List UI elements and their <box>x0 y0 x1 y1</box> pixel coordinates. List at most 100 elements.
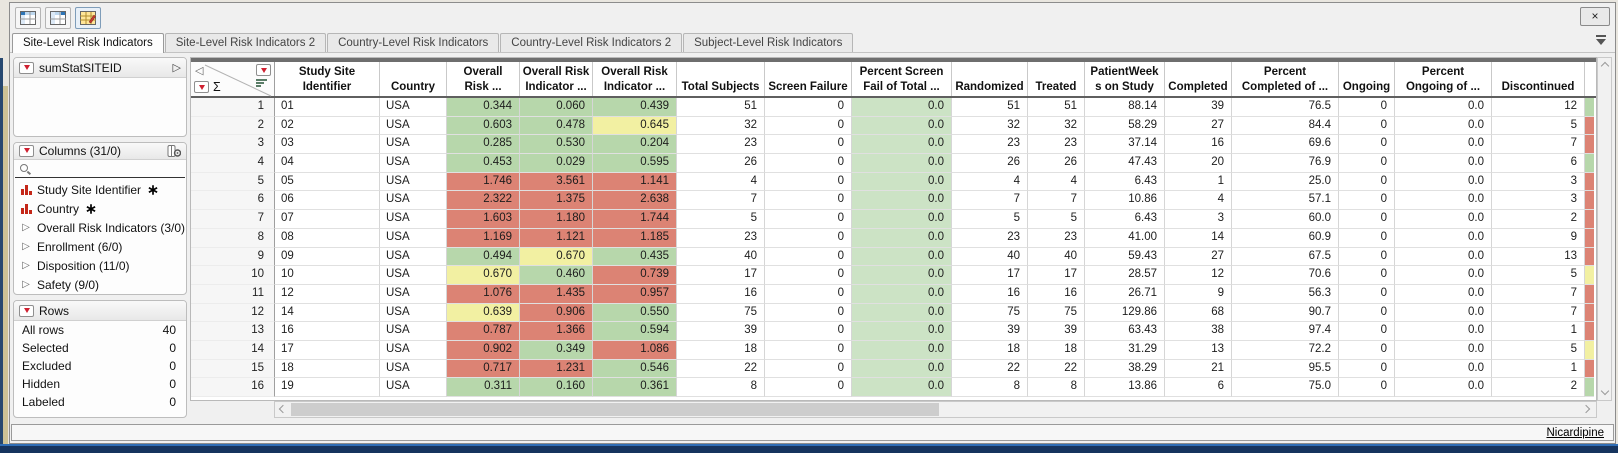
table-cell[interactable]: USA <box>380 172 447 192</box>
table-cell[interactable]: 1.231 <box>520 359 593 379</box>
row-number-cell[interactable]: 11 <box>191 284 275 304</box>
table-cell[interactable]: 0.494 <box>447 247 520 267</box>
table-cell[interactable]: 17 <box>1028 266 1085 285</box>
table-cell[interactable]: 0 <box>1339 359 1395 379</box>
table-cell[interactable]: 0 <box>1339 191 1395 211</box>
table-cell[interactable]: 0 <box>765 359 852 379</box>
table-cell[interactable]: USA <box>380 322 447 341</box>
row-number-cell[interactable]: 14 <box>191 340 275 360</box>
table-cell[interactable]: 76.5 <box>1232 98 1339 117</box>
table-cell[interactable]: 4 <box>1028 172 1085 192</box>
horizontal-scroll-thumb[interactable] <box>291 403 939 416</box>
table-cell[interactable]: 0.0 <box>1395 359 1492 379</box>
table-cell[interactable]: 5 <box>1492 340 1585 360</box>
table-cell[interactable]: USA <box>380 116 447 136</box>
table-cell[interactable]: 13.86 <box>1085 378 1165 397</box>
table-cell[interactable]: 1.086 <box>593 340 677 360</box>
table-cell[interactable]: 0.435 <box>593 247 677 267</box>
row-number-cell[interactable]: 1 <box>191 98 275 117</box>
table-cell[interactable]: 6.43 <box>1085 210 1165 229</box>
table-cell[interactable]: 75 <box>1028 303 1085 323</box>
table-cell[interactable]: 0.0 <box>1395 322 1492 341</box>
table-cell[interactable]: 0.0 <box>1395 154 1492 173</box>
table-cell[interactable]: USA <box>380 210 447 229</box>
table-cell[interactable]: 6 <box>1165 378 1232 397</box>
table-cell[interactable]: 12 <box>1492 98 1585 117</box>
table-cell[interactable]: 0.0 <box>852 172 952 192</box>
table-cell[interactable]: 3.561 <box>520 172 593 192</box>
table-cell[interactable]: 5 <box>1492 266 1585 285</box>
table-cell[interactable]: 76.9 <box>1232 154 1339 173</box>
row-number-cell[interactable]: 5 <box>191 172 275 192</box>
table-cell[interactable]: 5 <box>952 210 1028 229</box>
table-cell[interactable]: 38.29 <box>1085 359 1165 379</box>
table-cell[interactable]: 0 <box>765 98 852 117</box>
table-cell[interactable]: 0 <box>1339 247 1395 267</box>
table-cell[interactable]: 75 <box>952 303 1028 323</box>
table-cell[interactable]: 07 <box>275 210 380 229</box>
table-cell[interactable]: 7 <box>1028 191 1085 211</box>
table-cell[interactable]: 7 <box>677 191 765 211</box>
table-cell[interactable]: 0 <box>765 284 852 304</box>
scroll-right-arrow[interactable] <box>1581 402 1596 417</box>
table-cell[interactable]: 23 <box>952 228 1028 248</box>
column-header[interactable]: Percent Completed of ... <box>1232 62 1339 96</box>
table-cell[interactable]: 23 <box>1028 135 1085 155</box>
table-cell[interactable]: USA <box>380 303 447 323</box>
column-header[interactable]: Study Site Identifier <box>275 62 380 96</box>
column-header[interactable]: Percent Screen Fail of Total ... <box>852 62 952 96</box>
column-header[interactable]: Overall Risk Indicator ... <box>593 62 677 96</box>
horizontal-scrollbar[interactable] <box>274 401 1597 418</box>
summation-icon[interactable]: Σ <box>213 80 221 94</box>
table-cell[interactable]: 0 <box>765 322 852 341</box>
grid-corner-cell[interactable]: ◁ Σ <box>191 62 275 97</box>
new-data-table-button[interactable] <box>15 6 41 29</box>
table-cell[interactable]: 63.43 <box>1085 322 1165 341</box>
row-number-cell[interactable]: 10 <box>191 266 275 285</box>
expand-arrow-icon[interactable]: ▷ <box>172 62 181 74</box>
table-cell[interactable]: 40 <box>677 247 765 267</box>
table-cell[interactable]: 23 <box>677 135 765 155</box>
table-cell[interactable]: 60.0 <box>1232 210 1339 229</box>
row-number-cell[interactable]: 4 <box>191 154 275 173</box>
table-cell[interactable]: 0.957 <box>593 284 677 304</box>
table-cell[interactable]: 51 <box>952 98 1028 117</box>
table-cell[interactable]: 21 <box>1165 359 1232 379</box>
column-header[interactable] <box>1585 62 1594 96</box>
row-number-cell[interactable]: 16 <box>191 378 275 397</box>
table-cell[interactable]: 32 <box>1028 116 1085 136</box>
table-cell[interactable]: 38 <box>1165 322 1232 341</box>
table-cell[interactable]: USA <box>380 378 447 397</box>
table-cell[interactable]: 84.4 <box>1232 116 1339 136</box>
column-header[interactable]: Percent Ongoing of ... <box>1395 62 1492 96</box>
table-cell[interactable]: 25.0 <box>1232 172 1339 192</box>
table-cell[interactable]: 2 <box>1492 378 1585 397</box>
red-triangle-menu-icon[interactable] <box>19 61 34 74</box>
table-cell[interactable]: 1.744 <box>593 210 677 229</box>
row-number-cell[interactable]: 7 <box>191 210 275 229</box>
table-cell[interactable]: 8 <box>952 378 1028 397</box>
table-cell[interactable]: 58.29 <box>1085 116 1165 136</box>
table-cell[interactable]: 7 <box>1492 303 1585 323</box>
table-cell[interactable]: 7 <box>952 191 1028 211</box>
table-cell[interactable]: 0.0 <box>1395 116 1492 136</box>
table-cell[interactable]: 4 <box>1165 191 1232 211</box>
table-cell[interactable]: 72.2 <box>1232 340 1339 360</box>
table-cell[interactable]: 16 <box>275 322 380 341</box>
table-cell[interactable]: 0 <box>765 154 852 173</box>
table-cell[interactable]: 0 <box>1339 340 1395 360</box>
table-cell[interactable]: 1.121 <box>520 228 593 248</box>
table-cell[interactable]: 03 <box>275 135 380 155</box>
table-cell[interactable]: 8 <box>1028 378 1085 397</box>
table-cell[interactable]: 0 <box>765 303 852 323</box>
table-cell[interactable]: 0 <box>1339 266 1395 285</box>
table-cell[interactable]: 2 <box>1492 210 1585 229</box>
table-cell[interactable]: 32 <box>952 116 1028 136</box>
table-cell[interactable]: 1.185 <box>593 228 677 248</box>
table-cell[interactable]: 1 <box>1165 172 1232 192</box>
table-cell[interactable]: 1 <box>1492 359 1585 379</box>
column-header[interactable]: Ongoing <box>1339 62 1395 96</box>
row-number-cell[interactable]: 15 <box>191 359 275 379</box>
table-cell[interactable]: 0.0 <box>1395 98 1492 117</box>
table-cell[interactable]: 7 <box>1492 135 1585 155</box>
